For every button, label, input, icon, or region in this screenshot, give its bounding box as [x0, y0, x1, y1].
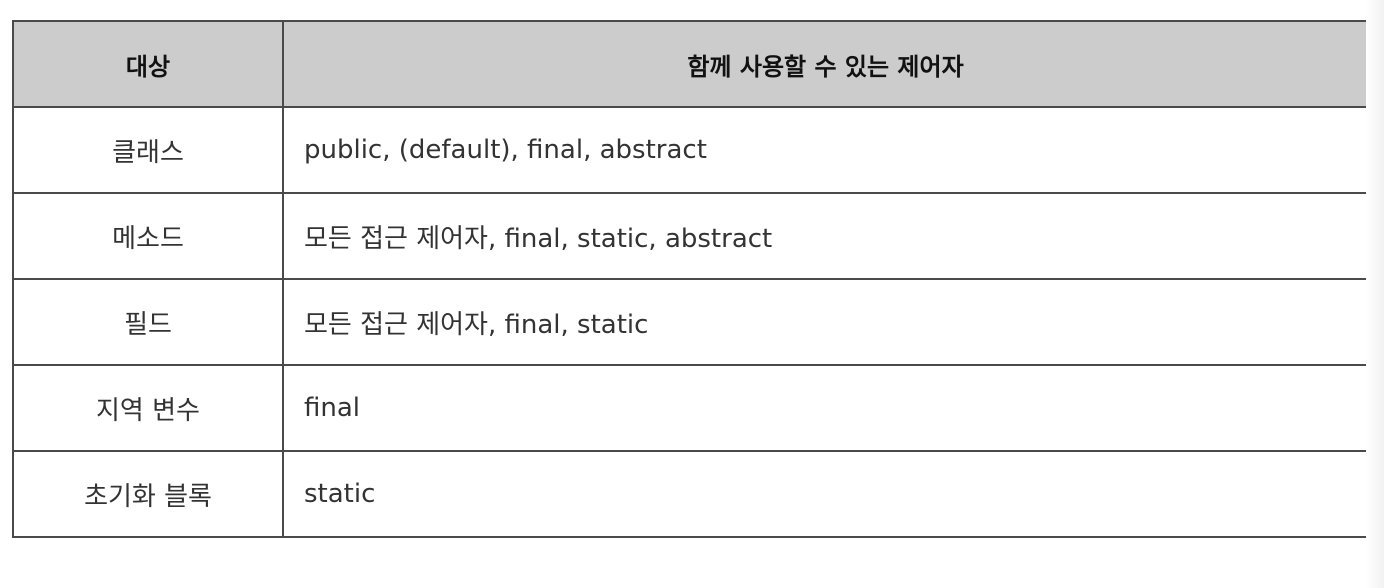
table-header-row: 대상 함께 사용할 수 있는 제어자 [12, 20, 1369, 108]
row-target-cell: 클래스 [12, 106, 284, 194]
row-modifiers-cell: static [282, 450, 1369, 538]
row-target-cell: 필드 [12, 278, 284, 366]
row-modifiers-cell: 모든 접근 제어자, final, static, abstract [282, 192, 1369, 280]
table-row: 지역 변수 final [12, 364, 1369, 452]
table-row: 필드 모든 접근 제어자, final, static [12, 278, 1369, 366]
row-modifiers-cell: final [282, 364, 1369, 452]
header-target: 대상 [12, 20, 284, 108]
row-target-cell: 초기화 블록 [12, 450, 284, 538]
row-modifiers-cell: 모든 접근 제어자, final, static [282, 278, 1369, 366]
row-modifiers-cell: public, (default), final, abstract [282, 106, 1369, 194]
table-row: 메소드 모든 접근 제어자, final, static, abstract [12, 192, 1369, 280]
modifiers-table: 대상 함께 사용할 수 있는 제어자 클래스 public, (default)… [12, 20, 1369, 538]
row-target-cell: 메소드 [12, 192, 284, 280]
scroll-edge-shadow [1366, 0, 1384, 588]
table-row: 클래스 public, (default), final, abstract [12, 106, 1369, 194]
table-row: 초기화 블록 static [12, 450, 1369, 538]
header-modifiers: 함께 사용할 수 있는 제어자 [282, 20, 1369, 108]
row-target-cell: 지역 변수 [12, 364, 284, 452]
